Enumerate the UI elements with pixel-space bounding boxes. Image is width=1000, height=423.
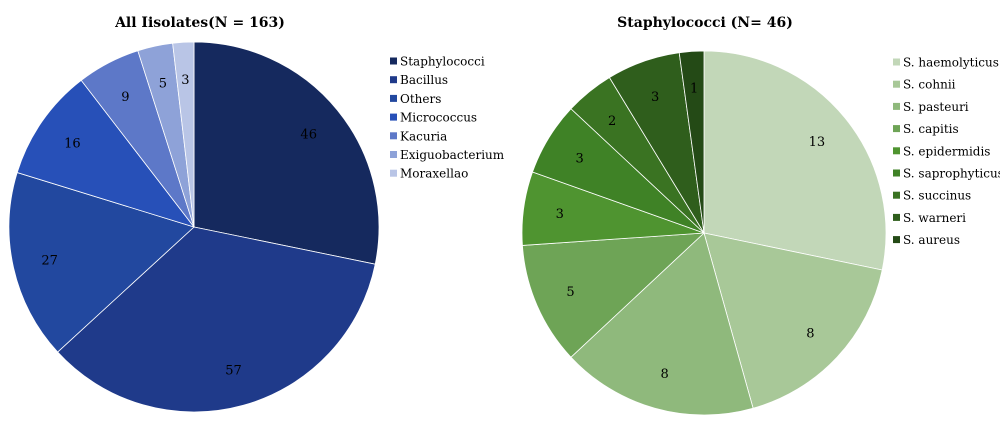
pie-slice bbox=[16, 79, 196, 228]
legend-label: S. cohnii bbox=[903, 78, 956, 92]
legend-label: S. haemolyticus bbox=[903, 56, 999, 70]
chart-staphylococci: Staphylococci (N= 46) 13 8 8 5 3 3 2 3 1 S. haem… bbox=[521, 15, 1000, 416]
legend-label: S. succinus bbox=[903, 189, 971, 203]
slice-value-label: 3 bbox=[181, 73, 189, 88]
pie-slice bbox=[57, 226, 376, 413]
slice-labels: 46 57 27 16 9 5 3 bbox=[41, 73, 317, 378]
legend-swatch bbox=[893, 102, 900, 110]
pie-slices bbox=[8, 41, 380, 413]
legend-swatch bbox=[390, 151, 397, 158]
pie-slice bbox=[193, 41, 380, 265]
legend-label: Others bbox=[400, 92, 441, 106]
legend-swatch bbox=[893, 80, 900, 88]
legend-label: S. pasteuri bbox=[903, 100, 969, 114]
pie-slice bbox=[570, 232, 754, 416]
slice-value-label: 8 bbox=[806, 326, 814, 341]
slice-value-label: 27 bbox=[41, 254, 58, 269]
slice-value-label: 1 bbox=[690, 82, 698, 97]
slice-value-label: 46 bbox=[300, 128, 317, 143]
legend-swatch bbox=[893, 191, 900, 199]
slice-value-label: 3 bbox=[575, 151, 583, 166]
pie-slice bbox=[521, 232, 706, 358]
legend-label: S. epidermidis bbox=[903, 144, 990, 158]
legend-label: S. warneri bbox=[903, 211, 966, 225]
slice-value-label: 5 bbox=[159, 76, 167, 91]
legend-swatch bbox=[390, 94, 397, 102]
legend-swatch bbox=[893, 169, 900, 177]
pie-slice bbox=[703, 232, 883, 409]
slice-value-label: 2 bbox=[608, 114, 616, 129]
slice-value-label: 5 bbox=[566, 285, 574, 300]
chart-title: Staphylococci (N= 46) bbox=[617, 15, 793, 31]
pie-slice bbox=[172, 41, 195, 228]
legend-swatch bbox=[390, 169, 397, 177]
legend-label: S. aureus bbox=[903, 233, 960, 247]
legend-label: Micrococcus bbox=[400, 111, 477, 125]
slice-value-label: 3 bbox=[651, 90, 659, 105]
chart-title: All Iisolates(N = 163) bbox=[114, 15, 285, 31]
legend-label: Moraxellao bbox=[400, 167, 468, 181]
slice-value-label: 8 bbox=[661, 367, 669, 382]
pie-slice bbox=[703, 50, 887, 271]
legend-swatch bbox=[893, 58, 900, 66]
legend-swatch bbox=[893, 213, 900, 221]
slice-value-label: 13 bbox=[809, 135, 826, 150]
legend-label: Bacillus bbox=[400, 73, 448, 87]
slice-value-label: 9 bbox=[121, 90, 129, 105]
slice-labels: 13 8 8 5 3 3 2 3 1 bbox=[556, 82, 826, 383]
legend: S. haemolyticus S. cohnii S. pasteuri S. ca… bbox=[893, 56, 1000, 247]
legend-swatch bbox=[390, 57, 397, 65]
legend-swatch bbox=[893, 236, 900, 244]
pie-slices bbox=[521, 50, 887, 416]
legend-label: Exiguobacterium bbox=[400, 148, 505, 162]
legend-swatch bbox=[390, 132, 397, 140]
legend: Staphylococci Bacillus Others Micrococcus Ka… bbox=[390, 55, 505, 181]
slice-value-label: 16 bbox=[64, 137, 81, 152]
legend-label: Kacuria bbox=[400, 129, 447, 143]
legend-label: S. saprophyticus bbox=[903, 167, 1000, 181]
legend-swatch bbox=[390, 113, 397, 121]
pie-slice bbox=[8, 172, 195, 353]
pie-slice bbox=[678, 50, 705, 234]
legend-swatch bbox=[390, 76, 397, 84]
legend-swatch bbox=[893, 125, 900, 133]
slice-value-label: 3 bbox=[556, 207, 564, 222]
chart-all-isolates: All Iisolates(N = 163) 46 57 27 16 9 5 3 Staph… bbox=[8, 15, 505, 413]
legend-label: Staphylococci bbox=[400, 55, 485, 69]
legend-label: S. capitis bbox=[903, 122, 959, 136]
slice-value-label: 57 bbox=[225, 364, 242, 379]
legend-swatch bbox=[893, 147, 900, 155]
